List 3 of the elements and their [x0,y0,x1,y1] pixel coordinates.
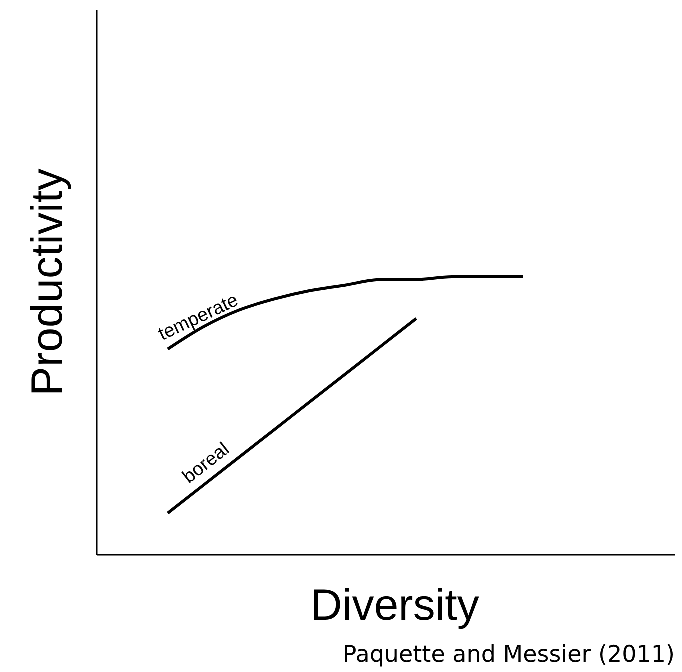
text: Paquette and Messier (2011) [342,642,675,668]
y-axis-title: Productivity [23,168,72,396]
x-axis-title: Diversity [310,581,480,630]
